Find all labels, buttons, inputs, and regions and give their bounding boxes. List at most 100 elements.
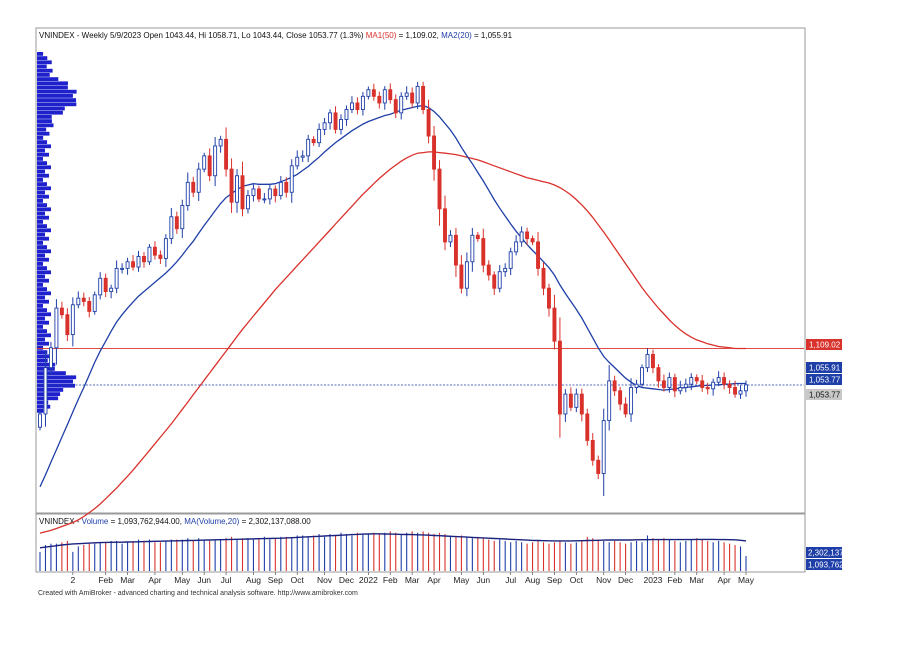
candle <box>213 137 218 187</box>
candle-body <box>360 95 365 111</box>
candle-body <box>432 135 437 170</box>
candle <box>678 380 683 395</box>
x-tick-label: Apr <box>717 575 730 585</box>
candle <box>229 158 234 213</box>
volume-bars <box>39 531 747 571</box>
volume-profile-bar <box>37 131 50 136</box>
candle-body <box>459 264 464 289</box>
price-tag-level: 1,053.77 <box>806 389 842 400</box>
x-tick-label: Dec <box>618 575 634 585</box>
x-tick-label: Dec <box>339 575 355 585</box>
x-tick-label: 2022 <box>359 575 378 585</box>
candle <box>185 172 190 211</box>
volume-profile-bar <box>37 358 48 363</box>
volume-profile-bar <box>37 333 52 338</box>
candle <box>344 105 349 126</box>
candle-body <box>48 347 53 369</box>
candle-body <box>651 353 655 369</box>
candle <box>601 408 606 497</box>
candle <box>503 263 508 277</box>
volume-profile-bar <box>37 182 47 186</box>
candle-body <box>393 99 398 114</box>
candle-body <box>640 367 644 385</box>
candle-body <box>38 413 42 428</box>
volume-profile-bar <box>37 228 51 233</box>
volume-profile-bar <box>37 379 73 384</box>
candle-body <box>590 439 595 461</box>
candle-body <box>43 367 48 415</box>
volume-profile-bar <box>37 325 44 329</box>
volume-profile-bar <box>37 224 47 228</box>
volume-profile-bar <box>37 278 49 283</box>
volume-profile-bar <box>37 232 45 237</box>
candle-body <box>70 304 75 336</box>
candle-body <box>191 181 196 193</box>
volume-header-value: = 1,093,762,944.00, <box>108 517 184 526</box>
candle-body <box>218 138 223 147</box>
candle-body <box>738 390 743 395</box>
volume-profile-bar <box>37 68 53 73</box>
candle-body <box>163 238 168 259</box>
candle <box>240 161 245 217</box>
candle-body <box>229 168 234 203</box>
volume-ma-line <box>39 533 747 549</box>
candle-body <box>366 89 371 97</box>
volume-tag-volume: 1,093,762 <box>806 559 844 570</box>
candle-body <box>645 353 650 369</box>
volume-profile-bar <box>37 346 44 350</box>
volume-profile-bar <box>37 165 52 170</box>
header-ma2-value: = 1,055.91 <box>472 31 513 40</box>
volume-profile-bar <box>37 173 49 178</box>
candle-body <box>278 181 283 197</box>
volume-profile-bar <box>37 350 48 354</box>
candle-body <box>284 181 289 193</box>
candle <box>492 271 497 295</box>
candle-body <box>273 188 278 197</box>
candle <box>421 81 426 115</box>
candle-body <box>180 205 185 230</box>
candle <box>98 272 103 300</box>
candle <box>404 86 409 100</box>
x-tick-label: Feb <box>98 575 113 585</box>
candle-body <box>202 155 207 170</box>
candle <box>645 348 650 373</box>
candle <box>694 374 699 385</box>
candle <box>76 291 81 309</box>
volume-profile-bar <box>37 291 51 296</box>
candle-body <box>415 85 420 104</box>
candle <box>256 185 261 203</box>
x-tick-label: Apr <box>427 575 440 585</box>
volume-profile-bar <box>37 115 52 119</box>
candle <box>388 83 393 104</box>
candle-body <box>311 138 316 144</box>
header-info: - Weekly 5/9/2023 Open 1043.44, Hi 1058.… <box>75 31 366 40</box>
candle-body <box>689 377 694 385</box>
candle-body <box>514 241 519 253</box>
candle-body <box>574 393 579 408</box>
x-tick-label: Mar <box>405 575 420 585</box>
volume-profile-bar <box>37 257 49 262</box>
candle-body <box>207 155 212 177</box>
volume-profile-bar <box>37 207 51 212</box>
volume-profile-bar <box>37 140 48 144</box>
volume-profile-bar <box>37 245 47 249</box>
volume-profile-bar <box>37 241 43 245</box>
x-tick-label: Jul <box>505 575 516 585</box>
volume-profile <box>37 52 77 413</box>
volume-tag-ma-text: 2,302,137 <box>808 549 844 558</box>
candle-body <box>152 246 157 256</box>
volume-tag-ma: 2,302,137 <box>806 547 844 558</box>
price-tag-ma20: 1,055.91 <box>806 362 842 373</box>
candle <box>306 134 311 163</box>
candle <box>120 263 125 274</box>
volume-profile-bar <box>37 194 49 199</box>
candle-body <box>612 380 617 392</box>
candle <box>629 378 634 422</box>
candle <box>377 91 382 109</box>
candle <box>514 235 519 256</box>
volume-profile-bar <box>37 266 47 270</box>
candles <box>38 81 748 497</box>
candle-body <box>382 89 387 104</box>
candle <box>371 83 376 101</box>
candle <box>711 378 716 396</box>
